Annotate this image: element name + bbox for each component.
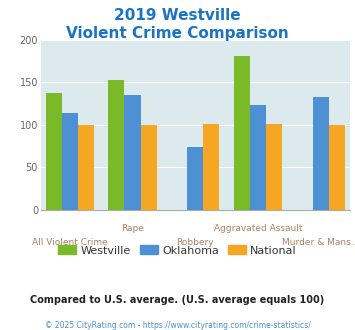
Bar bbox=[313, 97, 329, 210]
Text: © 2025 CityRating.com - https://www.cityrating.com/crime-statistics/: © 2025 CityRating.com - https://www.city… bbox=[45, 321, 310, 330]
Text: Robbery: Robbery bbox=[176, 238, 214, 247]
Bar bbox=[141, 124, 157, 210]
Bar bbox=[234, 56, 250, 210]
Bar bbox=[46, 93, 62, 210]
Text: Murder & Mans...: Murder & Mans... bbox=[282, 238, 355, 247]
Bar bbox=[250, 105, 266, 210]
Bar bbox=[78, 124, 94, 210]
Text: Violent Crime Comparison: Violent Crime Comparison bbox=[66, 26, 289, 41]
Bar bbox=[187, 147, 203, 210]
Bar bbox=[125, 95, 141, 210]
Text: 2019 Westville: 2019 Westville bbox=[114, 8, 241, 23]
Text: Aggravated Assault: Aggravated Assault bbox=[214, 224, 302, 233]
Bar bbox=[108, 81, 125, 210]
Bar bbox=[329, 124, 345, 210]
Text: Compared to U.S. average. (U.S. average equals 100): Compared to U.S. average. (U.S. average … bbox=[31, 295, 324, 305]
Legend: Westville, Oklahoma, National: Westville, Oklahoma, National bbox=[54, 241, 301, 260]
Bar bbox=[203, 124, 219, 210]
Bar bbox=[62, 113, 78, 210]
Bar bbox=[266, 124, 282, 210]
Text: Rape: Rape bbox=[121, 224, 144, 233]
Text: All Violent Crime: All Violent Crime bbox=[32, 238, 108, 247]
